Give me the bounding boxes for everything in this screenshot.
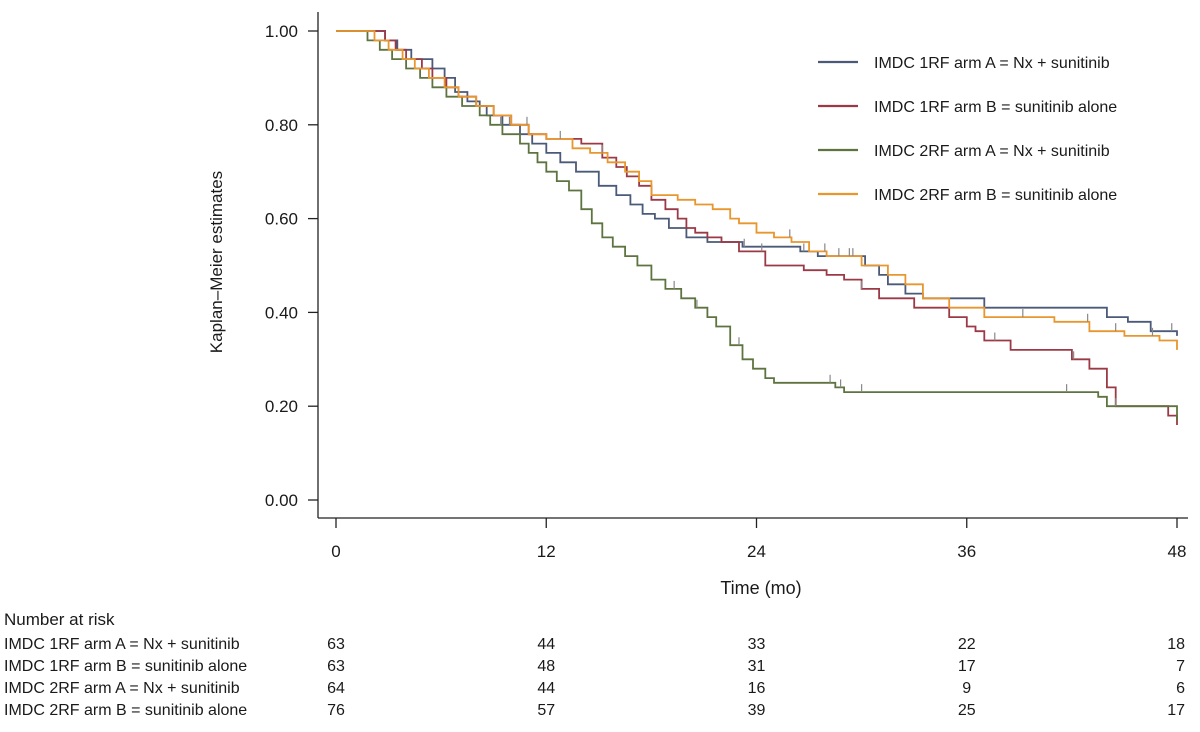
y-axis-label: Kaplan–Meier estimates xyxy=(207,171,226,353)
x-tick-label: 48 xyxy=(1168,542,1187,561)
x-axis-label: Time (mo) xyxy=(720,578,801,598)
risk-value: 44 xyxy=(537,636,556,653)
risk-row: IMDC 1RF arm A = Nx + sunitinib 63 44 33 22 1… xyxy=(0,636,1200,658)
series-line-1 xyxy=(336,30,1178,336)
risk-value: 33 xyxy=(747,636,766,653)
y-tick-label: 0.80 xyxy=(265,116,298,135)
risk-value: 39 xyxy=(747,702,766,719)
risk-row-label: IMDC 2RF arm A = Nx + sunitinib xyxy=(4,680,240,697)
survival-curves xyxy=(336,30,1178,425)
risk-value: 6 xyxy=(1176,680,1185,697)
risk-row-label: IMDC 1RF arm A = Nx + sunitinib xyxy=(4,636,240,653)
x-tick-label: 36 xyxy=(957,542,976,561)
risk-value: 25 xyxy=(957,702,976,719)
risk-value: 7 xyxy=(1176,658,1185,675)
km-chart: 0.00 0.20 0.40 0.60 0.80 1.00 0 12 24 36 48 IMDC 1… xyxy=(207,12,1188,598)
legend-label: IMDC 2RF arm B = sunitinib alone xyxy=(874,187,1117,204)
x-tick-label: 12 xyxy=(537,542,556,561)
y-tick-label: 1.00 xyxy=(265,22,298,41)
series-line-4 xyxy=(336,30,1178,350)
risk-row: IMDC 2RF arm A = Nx + sunitinib 64 44 16 9 6 xyxy=(0,680,1200,702)
risk-row-label: IMDC 2RF arm B = sunitinib alone xyxy=(4,702,248,719)
risk-value: 16 xyxy=(747,680,766,697)
risk-value: 17 xyxy=(957,658,976,675)
risk-value: 48 xyxy=(537,658,556,675)
risk-value: 76 xyxy=(327,702,345,719)
series-line-3 xyxy=(336,30,1178,421)
risk-value: 9 xyxy=(962,680,972,697)
y-tick-label: 0.00 xyxy=(265,491,298,510)
risk-table-title: Number at risk xyxy=(4,610,115,629)
risk-value: 17 xyxy=(1167,702,1185,719)
risk-value: 31 xyxy=(747,658,766,675)
axes: 0.00 0.20 0.40 0.60 0.80 1.00 0 12 24 36 48 xyxy=(265,12,1188,561)
y-tick-label: 0.20 xyxy=(265,397,298,416)
risk-value: 57 xyxy=(537,702,556,719)
risk-row: IMDC 2RF arm B = sunitinib alone 76 57 39 25… xyxy=(0,702,1200,724)
y-tick-label: 0.40 xyxy=(265,303,298,322)
x-tick-label: 24 xyxy=(747,542,766,561)
legend-label: IMDC 1RF arm A = Nx + sunitinib xyxy=(874,55,1110,72)
risk-value: 63 xyxy=(327,636,345,653)
risk-value: 63 xyxy=(327,658,345,675)
risk-value: 18 xyxy=(1167,636,1185,653)
risk-value: 22 xyxy=(957,636,976,653)
censor-marks xyxy=(500,116,1173,407)
x-tick-label: 0 xyxy=(331,542,340,561)
number-at-risk-table: Number at risk IMDC 1RF arm A = Nx + sun… xyxy=(0,610,1200,732)
y-tick-label: 0.60 xyxy=(265,210,298,229)
legend: IMDC 1RF arm A = Nx + sunitinib IMDC 1RF … xyxy=(818,55,1117,204)
risk-row-label: IMDC 1RF arm B = sunitinib alone xyxy=(4,658,248,675)
risk-value: 44 xyxy=(537,680,556,697)
risk-row: IMDC 1RF arm B = sunitinib alone 63 48 31 17… xyxy=(0,658,1200,680)
risk-value: 64 xyxy=(327,680,345,697)
legend-label: IMDC 2RF arm A = Nx + sunitinib xyxy=(874,143,1110,160)
legend-label: IMDC 1RF arm B = sunitinib alone xyxy=(874,99,1117,116)
